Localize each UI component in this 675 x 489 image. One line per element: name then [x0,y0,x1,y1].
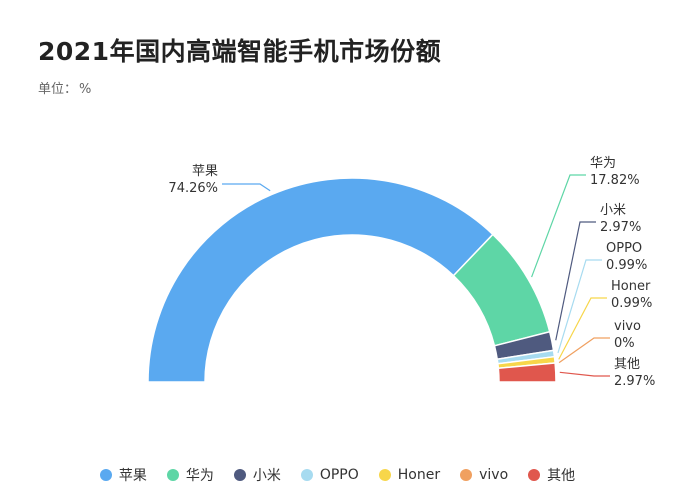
leader-line-group [222,174,610,377]
label-group: 苹果 74.26% 华为 17.82% 小米 2.97% OPPO 0.99% Honer 0.9… [168,156,655,389]
legend-item[interactable]: vivo [460,467,508,483]
legend: 苹果 华为 小米 OPPO Honer vivo 其他 [0,465,675,485]
legend-item[interactable]: 小米 [233,465,281,485]
unit-label: 单位：% [38,78,93,97]
slice-0[interactable] [147,177,494,383]
leader-line-3 [557,259,602,354]
legend-item[interactable]: OPPO [300,467,359,483]
unit-value: % [79,82,92,97]
leader-line-5 [558,337,610,364]
legend-item[interactable]: 苹果 [99,465,147,485]
legend-label: 苹果 [118,468,147,484]
legend-label: 其他 [547,468,576,484]
legend-dot-icon [300,469,313,481]
slice-label-value: 74.26% [168,181,218,196]
legend-dot-icon [460,469,473,481]
legend-item[interactable]: 华为 [166,465,214,485]
slice-label-value: 0.99% [606,258,647,273]
legend-dot-icon [378,469,391,481]
legend-label: OPPO [319,467,359,483]
slice-group [147,177,557,383]
slice-label-value: 0% [614,336,635,351]
legend-label: vivo [479,467,509,483]
slice-label-value: 2.97% [614,374,655,389]
leader-line-2 [555,221,596,341]
legend-label: Honer [397,467,441,483]
slice-6[interactable] [497,362,557,383]
slice-label-name: 其他 [614,357,640,372]
legend-dot-icon [166,469,179,481]
legend-item[interactable]: Honer [378,467,441,483]
slice-label-name: 苹果 [192,164,218,179]
legend-label: 小米 [252,468,281,484]
slice-label-name: OPPO [606,241,642,256]
leader-line-0 [222,183,271,192]
legend-label: 华为 [185,468,214,484]
legend-dot-icon [528,469,541,481]
leader-line-1 [531,174,586,278]
slice-label-value: 17.82% [590,173,640,188]
legend-dot-icon [99,469,112,481]
slice-label-name: 小米 [600,203,626,218]
slice-label-name: 华为 [590,156,616,171]
leader-line-6 [559,371,610,377]
slice-label-name: Honer [611,279,651,294]
leader-line-4 [558,297,607,360]
slice-label-value: 0.99% [611,296,652,311]
chart-title: 2021年国内高端智能手机市场份额 [38,37,442,66]
unit-caption: 单位： [38,82,78,97]
slice-label-name: vivo [614,319,641,334]
legend-item[interactable]: 其他 [528,465,575,485]
slice-label-value: 2.97% [600,220,641,235]
legend-dot-icon [233,469,246,481]
